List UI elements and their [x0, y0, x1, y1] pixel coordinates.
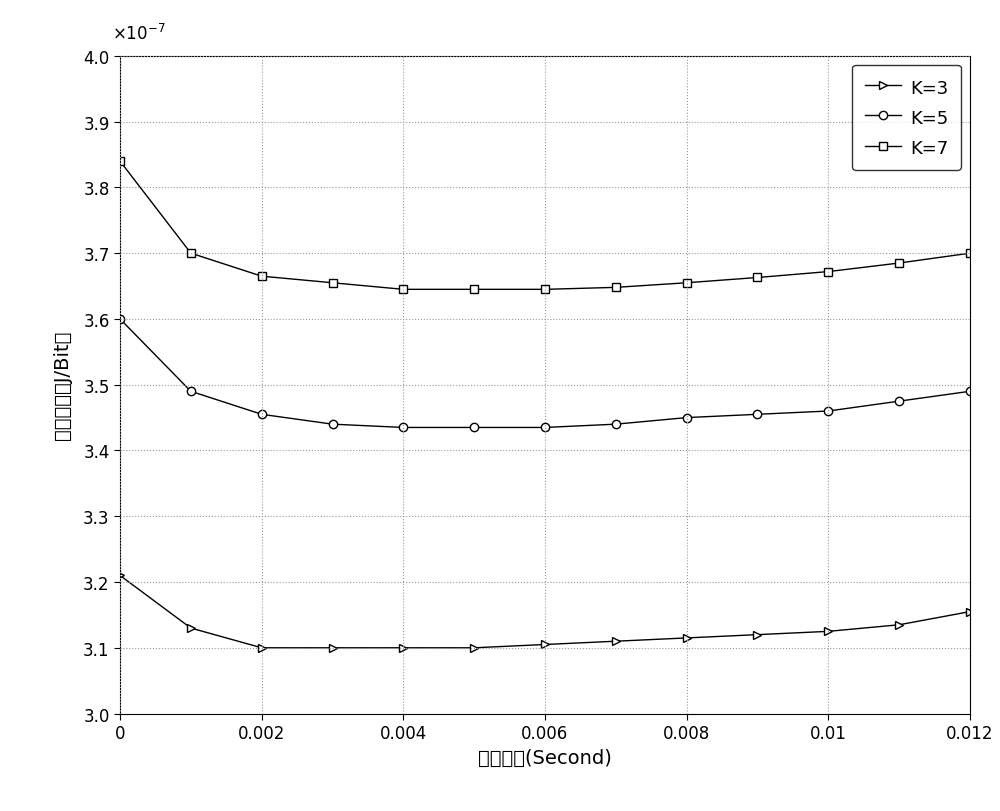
K=7: [610, 283, 622, 293]
K=3: [397, 643, 409, 653]
K=7: [185, 249, 197, 259]
K=5: [893, 397, 905, 406]
K=7: [397, 285, 409, 295]
K=3: [752, 630, 764, 640]
Y-axis label: 能量消耗（J/Bit）: 能量消耗（J/Bit）: [53, 331, 72, 440]
K=7: [822, 268, 834, 277]
K=3: [893, 620, 905, 630]
K=3: [468, 643, 480, 653]
K=5: [326, 420, 338, 430]
K=7: [964, 249, 976, 259]
K=5: [539, 423, 551, 433]
K=7: [326, 278, 338, 288]
Text: $\times10^{-7}$: $\times10^{-7}$: [112, 24, 165, 44]
Line: K=3: K=3: [116, 572, 974, 652]
K=7: [468, 285, 480, 295]
K=5: [185, 387, 197, 397]
K=5: [114, 315, 126, 324]
X-axis label: 感知时间(Second): 感知时间(Second): [478, 748, 612, 766]
K=5: [964, 387, 976, 397]
K=3: [610, 637, 622, 646]
K=3: [964, 607, 976, 616]
K=3: [185, 624, 197, 633]
K=3: [114, 571, 126, 581]
K=5: [681, 413, 693, 423]
K=5: [468, 423, 480, 433]
K=7: [539, 285, 551, 295]
K=7: [114, 157, 126, 167]
K=3: [326, 643, 338, 653]
K=5: [397, 423, 409, 433]
K=5: [256, 410, 268, 419]
K=3: [539, 640, 551, 650]
Line: K=5: K=5: [116, 315, 974, 432]
K=3: [256, 643, 268, 653]
K=3: [822, 627, 834, 637]
Line: K=7: K=7: [116, 157, 974, 294]
K=5: [822, 406, 834, 416]
K=5: [610, 420, 622, 430]
K=5: [752, 410, 764, 419]
K=7: [752, 273, 764, 283]
K=7: [893, 259, 905, 268]
K=7: [256, 272, 268, 281]
K=7: [681, 278, 693, 288]
Legend: K=3, K=5, K=7: K=3, K=5, K=7: [852, 66, 961, 170]
K=3: [681, 633, 693, 643]
